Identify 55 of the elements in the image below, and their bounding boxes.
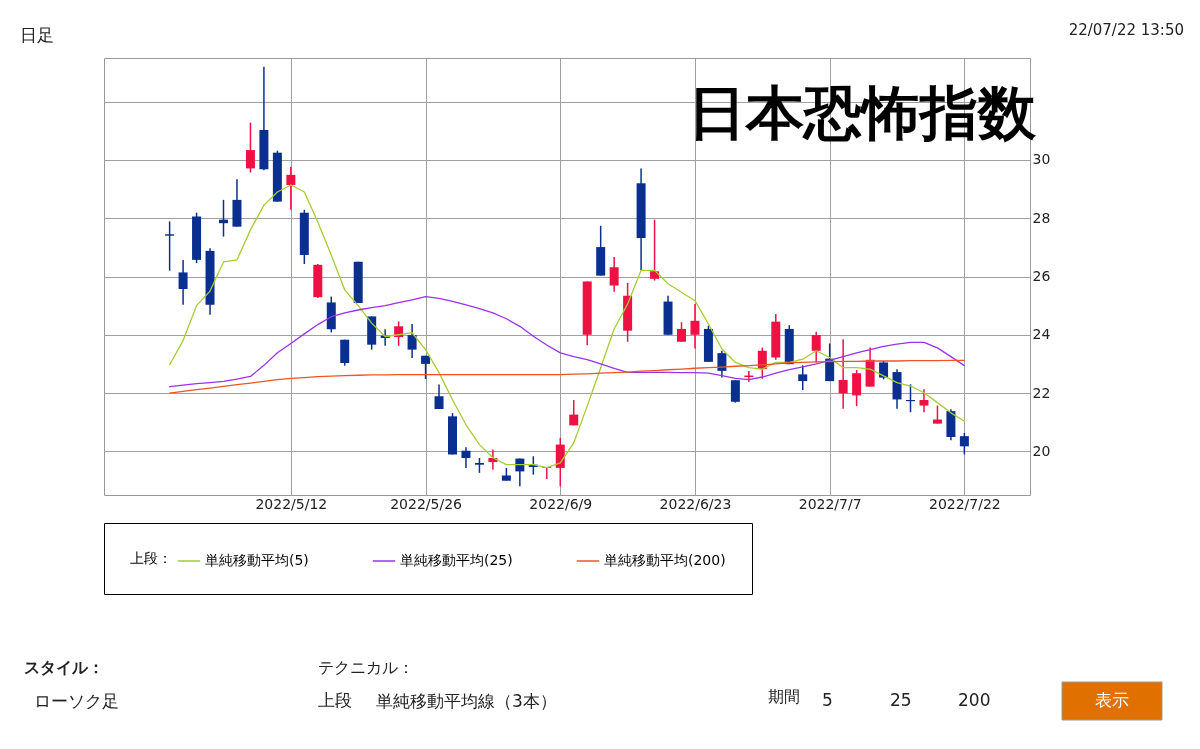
text: テクニカル： [318,658,414,677]
chart-title: 日本恐怖指数 [688,79,1037,147]
y-tick-label: 20 [1032,442,1051,459]
candlestick [959,432,969,456]
line-series [168,295,966,388]
candlestick [852,369,862,407]
y-tick-label: 28 [1032,209,1051,226]
x-tick-label: 2022/7/22 [928,495,1001,512]
candlestick [730,379,740,404]
candlestick [340,338,350,367]
candlestick [838,338,848,410]
candlestick [717,350,727,379]
y-tick-label: 26 [1032,268,1051,284]
x-tick-label: 2022/6/23 [659,495,732,512]
candlestick [932,404,942,425]
text: 日足 [20,25,54,45]
y-tick-label: 24 [1032,326,1051,343]
x-tick-label: 2022/6/9 [529,495,593,512]
candlestick [555,437,565,488]
text: 5 [822,690,833,710]
candlestick [811,331,821,364]
text: 200 [958,690,991,710]
candlestick [245,121,255,174]
text: 期間 [768,687,800,706]
candlestick [906,383,915,414]
x-tick-label: 2022/7/7 [798,495,862,512]
text: 25 [890,690,912,710]
candlestick [690,303,700,350]
candlestick [394,320,404,347]
text: 22/07/22 13:50 [1068,21,1184,39]
legend-title: 上段： [130,550,172,566]
x-tick-label: 2022/5/12 [255,495,328,512]
candlestick [919,388,929,414]
candlestick [609,256,619,293]
legend-label: 単純移動平均(25) [400,552,513,568]
candlestick [165,220,175,272]
candlestick [434,383,444,410]
candlestick [286,165,296,211]
y-tick-label: 30 [1032,151,1051,168]
candlestick [461,446,471,469]
candlestick [407,323,417,359]
text: 単純移動平均線（3本） [376,691,557,711]
legend-label: 単純移動平均(5) [205,552,309,568]
legend-label: 単純移動平均(200) [604,552,726,568]
candlestick [569,399,579,427]
x-tick-label: 2022/5/26 [390,495,463,512]
candlestick [798,364,808,391]
text: 表示 [1095,690,1129,710]
candlestick [178,259,188,306]
text: 上段 [318,690,352,710]
text: スタイル： [24,658,104,677]
text: ローソク足 [34,691,119,711]
y-tick-label: 22 [1032,384,1051,401]
candlestick [677,321,686,343]
candlestick [650,218,660,282]
